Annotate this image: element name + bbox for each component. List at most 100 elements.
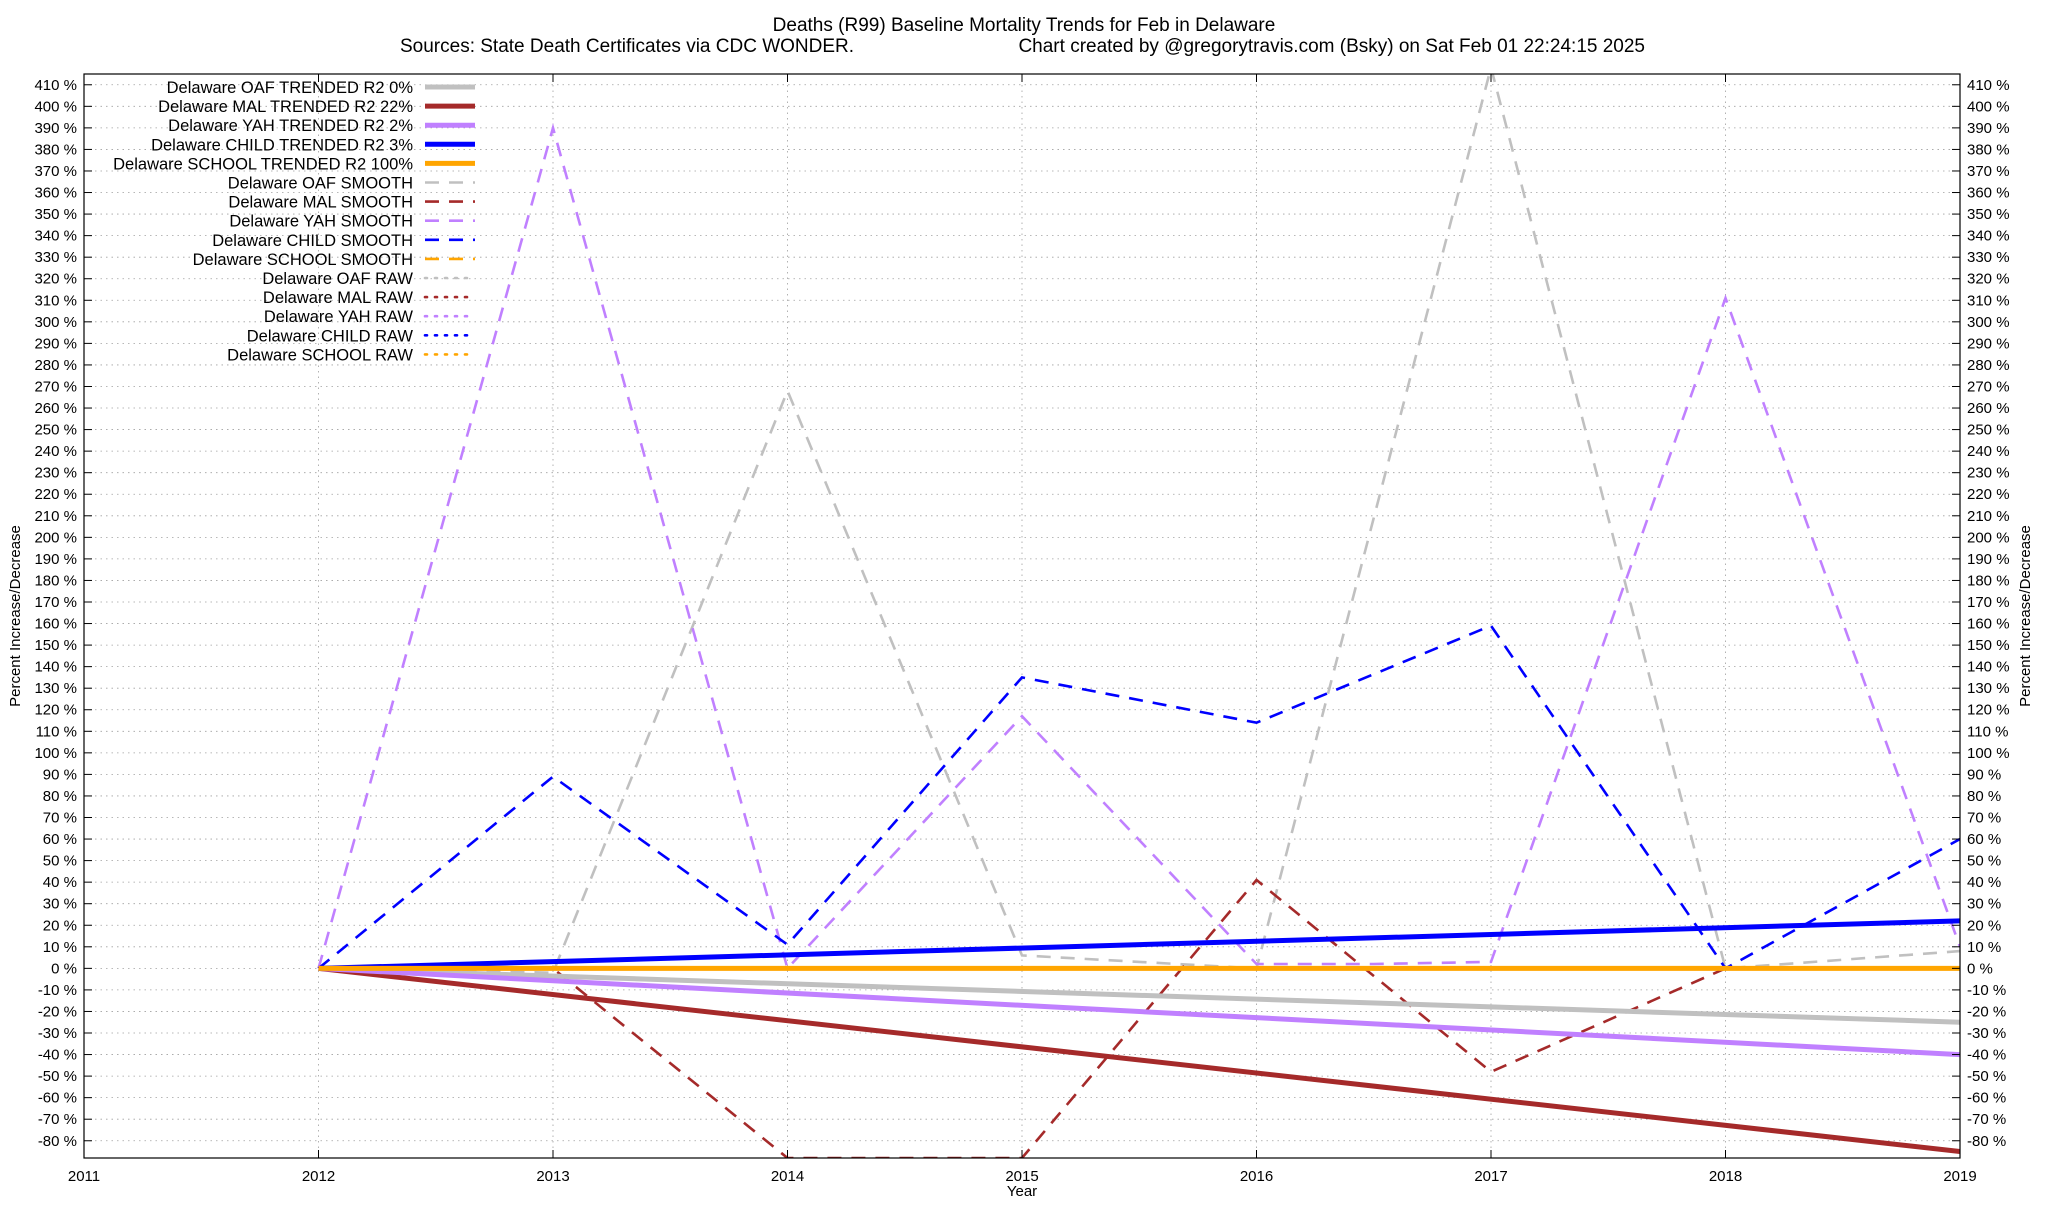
y2-tick-label: 70 % xyxy=(1967,809,2001,826)
y-tick-label: -30 % xyxy=(38,1025,77,1042)
y2-tick-label: -40 % xyxy=(1967,1047,2006,1064)
series-line-child-smooth xyxy=(317,624,1960,971)
y-tick-label: 170 % xyxy=(34,594,77,611)
y2-axis-label: Percent Increase/Decrease xyxy=(2017,525,2034,707)
y2-tick-label: 80 % xyxy=(1967,788,2001,805)
y2-tick-label: 230 % xyxy=(1967,465,2010,482)
legend-label-school-smooth: Delaware SCHOOL SMOOTH xyxy=(193,251,413,269)
x-tick-label: 2011 xyxy=(68,1168,100,1185)
series-line-mal-trended xyxy=(318,965,1960,1154)
y2-tick-label: 220 % xyxy=(1967,486,2010,503)
series-line-yah-trended xyxy=(318,965,1960,1058)
y-tick-label: 230 % xyxy=(34,465,77,482)
x-tick-label: 2017 xyxy=(1474,1168,1507,1185)
y2-tick-label: 150 % xyxy=(1967,637,2010,654)
y2-tick-label: 240 % xyxy=(1967,443,2010,460)
y-tick-label: 390 % xyxy=(34,120,77,137)
y-tick-label: 380 % xyxy=(34,141,77,158)
y-tick-label: 370 % xyxy=(34,163,77,180)
chart-title: Deaths (R99) Baseline Mortality Trends f… xyxy=(773,15,1276,36)
y-tick-label: -40 % xyxy=(38,1047,77,1064)
y2-tick-label: -50 % xyxy=(1967,1068,2006,1085)
y2-tick-label: 290 % xyxy=(1967,335,2010,352)
y-tick-label: 280 % xyxy=(34,357,77,374)
series-line-child-trended xyxy=(318,918,1960,971)
y-tick-label: 220 % xyxy=(34,486,77,503)
y-tick-label: 270 % xyxy=(34,378,77,395)
y-tick-label: 100 % xyxy=(34,745,77,762)
y-tick-label: -50 % xyxy=(38,1068,77,1085)
y-tick-label: 210 % xyxy=(34,508,77,525)
y2-tick-label: 30 % xyxy=(1967,896,2001,913)
chart-subtitle-sources: Sources: State Death Certificates via CD… xyxy=(400,36,854,57)
y2-tick-label: 310 % xyxy=(1967,292,2010,309)
y2-tick-label: -30 % xyxy=(1967,1025,2006,1042)
y-tick-label: 140 % xyxy=(34,659,77,676)
y-tick-label: -80 % xyxy=(38,1133,77,1150)
y-tick-label: 340 % xyxy=(34,228,77,245)
y-tick-label: 180 % xyxy=(34,572,77,589)
y2-tick-label: 250 % xyxy=(1967,422,2010,439)
x-tick-label: 2012 xyxy=(302,1168,335,1185)
y2-tick-label: 390 % xyxy=(1967,120,2010,137)
y-tick-label: 410 % xyxy=(34,77,77,94)
y2-tick-label: 280 % xyxy=(1967,357,2010,374)
y2-tick-label: 260 % xyxy=(1967,400,2010,417)
series-line-oaf-trended xyxy=(318,965,1960,1025)
y2-tick-label: -60 % xyxy=(1967,1090,2006,1107)
y-tick-label: 400 % xyxy=(34,98,77,115)
legend-label-child-trended: Delaware CHILD TRENDED R2 3% xyxy=(151,136,413,154)
y2-tick-label: 0 % xyxy=(1967,960,1993,977)
y-tick-label: 60 % xyxy=(43,831,77,848)
y-tick-label: 320 % xyxy=(34,271,77,288)
y-tick-label: 290 % xyxy=(34,335,77,352)
y2-tick-label: 210 % xyxy=(1967,508,2010,525)
x-tick-label: 2013 xyxy=(536,1168,569,1185)
series-lines xyxy=(317,74,1960,1158)
y-tick-label: 70 % xyxy=(43,809,77,826)
y2-tick-label: 270 % xyxy=(1967,378,2010,395)
x-tick-label: 2016 xyxy=(1240,1168,1273,1185)
y2-tick-label: 300 % xyxy=(1967,314,2010,331)
y-tick-label: 10 % xyxy=(43,939,77,956)
y2-tick-label: 50 % xyxy=(1967,853,2001,870)
y-tick-label: 80 % xyxy=(43,788,77,805)
y-tick-label: -20 % xyxy=(38,1003,77,1020)
y-tick-label: 150 % xyxy=(34,637,77,654)
legend-label-mal-smooth: Delaware MAL SMOOTH xyxy=(228,194,413,212)
y2-tick-label: 40 % xyxy=(1967,874,2001,891)
legend-label-mal-raw: Delaware MAL RAW xyxy=(263,289,413,307)
y2-tick-label: 200 % xyxy=(1967,529,2010,546)
legend-label-oaf-trended: Delaware OAF TRENDED R2 0% xyxy=(167,79,414,97)
y-tick-label: 200 % xyxy=(34,529,77,546)
x-tick-label: 2015 xyxy=(1005,1168,1038,1185)
y2-tick-label: 330 % xyxy=(1967,249,2010,266)
legend-label-child-raw: Delaware CHILD RAW xyxy=(247,327,414,345)
y2-tick-label: 140 % xyxy=(1967,659,2010,676)
y2-tick-label: 190 % xyxy=(1967,551,2010,568)
x-tick-label: 2018 xyxy=(1709,1168,1742,1185)
legend-label-school-raw: Delaware SCHOOL RAW xyxy=(227,346,413,364)
y-tick-label: 110 % xyxy=(36,723,77,740)
y2-tick-label: 60 % xyxy=(1967,831,2001,848)
y-tick-label: 160 % xyxy=(34,616,77,633)
legend-label-oaf-smooth: Delaware OAF SMOOTH xyxy=(228,175,413,193)
y2-tick-label: 400 % xyxy=(1967,98,2010,115)
x-tick-label: 2019 xyxy=(1943,1168,1976,1185)
y-tick-label: 350 % xyxy=(34,206,77,223)
y2-tick-label: -80 % xyxy=(1967,1133,2006,1150)
series-line-yah-smooth xyxy=(317,123,1960,971)
y2-tick-label: 320 % xyxy=(1967,271,2010,288)
y2-tick-label: 370 % xyxy=(1967,163,2010,180)
y-tick-label: 40 % xyxy=(43,874,77,891)
legend-label-yah-raw: Delaware YAH RAW xyxy=(264,308,414,326)
y-tick-label: 130 % xyxy=(34,680,77,697)
legend-label-yah-trended: Delaware YAH TRENDED R2 2% xyxy=(168,117,413,135)
y2-tick-label: 90 % xyxy=(1967,766,2001,783)
y-tick-label: 330 % xyxy=(34,249,77,266)
y-tick-label: -60 % xyxy=(38,1090,77,1107)
y2-tick-label: 160 % xyxy=(1967,616,2010,633)
y-tick-label: 260 % xyxy=(34,400,77,417)
